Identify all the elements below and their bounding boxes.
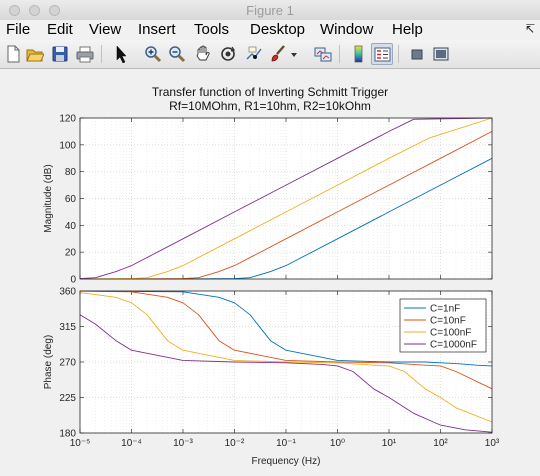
x-tick-label: 10³ bbox=[485, 438, 500, 449]
figure-title-line1: Transfer function of Inverting Schmitt T… bbox=[152, 85, 388, 99]
y-tick-label: 120 bbox=[59, 114, 76, 125]
figure-plot-area: Transfer function of Inverting Schmitt T… bbox=[43, 85, 500, 467]
series-line-c-1nf bbox=[79, 290, 493, 367]
menu-bar: File Edit View Insert Tools Desktop Wind… bbox=[0, 20, 540, 40]
menu-file[interactable]: File bbox=[6, 21, 31, 38]
x-tick-label: 10⁰ bbox=[330, 438, 345, 449]
show-plot-tools-icon[interactable] bbox=[430, 43, 452, 65]
zoom-in-icon[interactable] bbox=[142, 43, 164, 65]
y-tick-label: 360 bbox=[59, 287, 76, 298]
y-tick-label: 60 bbox=[65, 194, 77, 205]
y-tick-label: 225 bbox=[59, 393, 76, 404]
y-tick-label: 0 bbox=[70, 275, 76, 286]
menu-insert[interactable]: Insert bbox=[138, 21, 176, 38]
data-cursor-icon[interactable] bbox=[243, 43, 265, 65]
y-tick-label: 315 bbox=[59, 322, 76, 333]
menu-help[interactable]: Help bbox=[392, 21, 423, 38]
toolbar-separator bbox=[398, 45, 399, 63]
magnitude-axes[interactable]: 0 20 40 60 80 100 120 Magnitude (dB) bbox=[43, 114, 493, 286]
zoom-out-icon[interactable] bbox=[166, 43, 188, 65]
x-tick-label: 10¹ bbox=[382, 438, 397, 449]
window-title: Figure 1 bbox=[246, 3, 294, 18]
menu-window[interactable]: Window bbox=[320, 21, 374, 38]
hide-plot-tools-icon[interactable] bbox=[406, 43, 428, 65]
legend-entry: C=1000nF bbox=[430, 340, 477, 351]
series-line-c-100nf bbox=[79, 292, 493, 423]
figure-canvas: Transfer function of Inverting Schmitt T… bbox=[0, 69, 540, 476]
toolbar-separator bbox=[101, 45, 102, 63]
series-line-c-1000nf bbox=[79, 314, 493, 433]
y-tick-label: 80 bbox=[65, 167, 77, 178]
x-tick-label: 10⁻³ bbox=[173, 438, 193, 449]
window-titlebar: Figure 1 bbox=[0, 0, 540, 21]
x-tick-label: 10⁻⁴ bbox=[121, 438, 142, 449]
insert-colorbar-icon[interactable] bbox=[347, 43, 369, 65]
menu-view[interactable]: View bbox=[89, 21, 122, 38]
y-tick-label: 20 bbox=[65, 248, 77, 259]
new-figure-icon[interactable] bbox=[2, 43, 24, 65]
insert-legend-icon[interactable] bbox=[371, 43, 393, 65]
y-axis-label: Magnitude (dB) bbox=[43, 164, 54, 232]
x-tick-label: 10⁻¹ bbox=[276, 438, 296, 449]
y-tick-label: 100 bbox=[59, 140, 76, 151]
toolbar-separator bbox=[339, 45, 340, 63]
axes-frame bbox=[79, 117, 493, 280]
series-line-c-1000nf bbox=[79, 117, 493, 280]
figure-toolbar bbox=[0, 40, 540, 69]
menu-edit[interactable]: Edit bbox=[47, 21, 73, 38]
rotate-3d-icon[interactable] bbox=[217, 43, 239, 65]
zoom-window-button[interactable] bbox=[49, 5, 60, 16]
pan-hand-icon[interactable] bbox=[192, 43, 214, 65]
axes-background bbox=[80, 118, 492, 279]
x-tick-label: 10² bbox=[433, 438, 448, 449]
series-line-c-100nf bbox=[79, 117, 493, 280]
series-line-c-10nf bbox=[79, 290, 493, 390]
link-plot-icon[interactable] bbox=[312, 43, 334, 65]
edit-plot-arrow-icon[interactable] bbox=[110, 43, 132, 65]
y-axis-label: Phase (deg) bbox=[43, 335, 54, 389]
curved-arrow-icon[interactable]: ↸ bbox=[524, 22, 535, 36]
x-tick-label: 10⁻⁵ bbox=[70, 438, 91, 449]
y-tick-label: 270 bbox=[59, 358, 76, 369]
close-window-button[interactable] bbox=[9, 5, 20, 16]
brush-icon[interactable] bbox=[267, 43, 289, 65]
legend-entry: C=100nF bbox=[430, 328, 471, 339]
y-tick-label: 40 bbox=[65, 221, 77, 232]
menu-tools[interactable]: Tools bbox=[194, 21, 230, 38]
save-icon[interactable] bbox=[49, 43, 71, 65]
axes-frame bbox=[79, 290, 493, 434]
legend-entry: C=10nF bbox=[430, 316, 466, 327]
x-axis-label: Frequency (Hz) bbox=[252, 456, 321, 467]
print-icon[interactable] bbox=[74, 43, 96, 65]
y-tick-label: 180 bbox=[59, 429, 76, 440]
minimize-window-button[interactable] bbox=[29, 5, 40, 16]
menu-desktop[interactable]: Desktop bbox=[250, 21, 306, 38]
legend-entry: C=1nF bbox=[430, 304, 460, 315]
open-file-icon[interactable] bbox=[24, 43, 46, 65]
figure-title-line2: Rf=10MOhm, R1=10hm, R2=10kOhm bbox=[169, 99, 371, 113]
x-tick-label: 10⁻² bbox=[225, 438, 245, 449]
brush-dropdown-icon[interactable] bbox=[288, 43, 298, 65]
